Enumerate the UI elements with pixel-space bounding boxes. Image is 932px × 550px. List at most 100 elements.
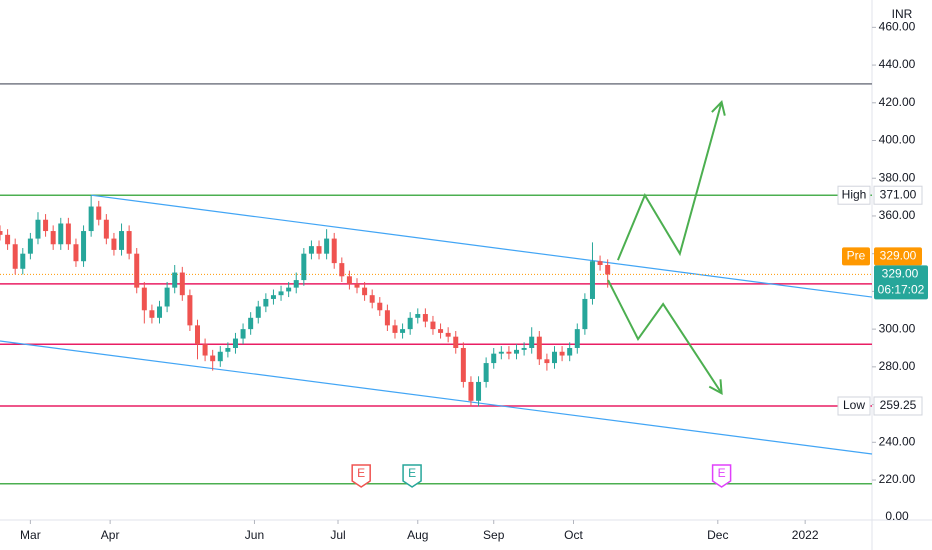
last-price-box [874, 265, 928, 300]
premarket-name: Pre [847, 249, 866, 263]
candle-body [483, 363, 489, 382]
candle-body [248, 317, 254, 330]
axis-bottom-label: 0.00 [885, 509, 909, 523]
x-tick-label: 2022 [792, 528, 819, 542]
candle-body [430, 321, 436, 330]
price-label-name-box [837, 185, 871, 205]
candle-body [589, 261, 595, 299]
candle-body [407, 317, 413, 330]
candle-body [278, 291, 284, 296]
x-tick-label: Sep [483, 528, 505, 542]
candle-body [149, 310, 155, 318]
price-label-name: Low [843, 398, 865, 412]
y-tick-label: 380.00 [879, 170, 916, 184]
y-tick-label: 240.00 [879, 434, 916, 448]
event-label: E [718, 466, 726, 480]
price-label-name-box [837, 396, 871, 416]
candle-body [529, 336, 535, 348]
candle-body [43, 219, 49, 232]
candle-body [210, 355, 216, 362]
candle-body [567, 347, 573, 356]
x-tick-label: Aug [407, 528, 428, 542]
candle-body [179, 272, 185, 296]
event-marker [351, 464, 371, 488]
candle-body [506, 351, 512, 354]
candle-body [293, 280, 299, 288]
candle-body [369, 295, 375, 303]
y-tick-label: 280.00 [879, 359, 916, 373]
candle-body [377, 302, 383, 311]
arrow [607, 279, 723, 394]
candle-body [232, 338, 238, 348]
candle-body [12, 244, 18, 269]
event-marker [711, 464, 732, 488]
x-tick-label: Jul [330, 528, 345, 542]
x-tick-label: Jun [245, 528, 264, 542]
candle-body [119, 231, 125, 250]
candle-body [126, 231, 132, 254]
candle-body [187, 295, 193, 326]
candle-body [225, 347, 231, 352]
candle-body [468, 381, 474, 401]
currency: INR [892, 7, 913, 21]
candle-body [20, 253, 26, 269]
candle-body [384, 310, 390, 326]
arrow-head [708, 379, 723, 395]
candle-body [582, 298, 588, 330]
candle-body [164, 287, 170, 307]
candle-body [339, 263, 345, 277]
candle-body [354, 283, 360, 288]
candle-body [574, 329, 580, 348]
arrow-head [711, 100, 726, 116]
y-tick-label: 440.00 [879, 57, 916, 71]
premarket-name-box [842, 247, 870, 266]
candle-body [172, 272, 178, 288]
candle-body [491, 353, 497, 364]
candle-body [270, 295, 276, 299]
candle-body [559, 351, 565, 356]
candle-body [346, 276, 352, 284]
premarket-value: 329.00 [880, 249, 917, 263]
y-tick-label: 360.00 [879, 208, 916, 222]
candle-body [536, 336, 542, 360]
candle-body [308, 246, 314, 254]
channel-line [0, 340, 873, 455]
price-label-box [873, 185, 923, 205]
price-label-name: High [842, 187, 867, 201]
candle-body [81, 231, 87, 262]
x-tick-label: Dec [707, 528, 728, 542]
price-label-box [873, 396, 923, 416]
candle-body [27, 238, 33, 254]
price-label-value: 259.25 [880, 398, 917, 412]
candle-body [50, 231, 56, 245]
candle-body [202, 344, 208, 356]
candle-body [35, 219, 41, 239]
candle-body [400, 329, 406, 333]
candle-body [217, 351, 223, 362]
candle-body [438, 329, 444, 333]
y-tick-label: 400.00 [879, 133, 916, 147]
candle-body [597, 261, 603, 265]
candle-body [134, 253, 140, 288]
candle-body [514, 349, 520, 354]
candle-body [157, 306, 163, 318]
candle-body [460, 347, 466, 382]
price-label-value: 371.00 [880, 187, 917, 201]
candle-body [0, 231, 3, 235]
x-tick-label: Oct [564, 528, 583, 542]
candle-body [415, 314, 421, 318]
candle-body [316, 246, 322, 254]
candle-body [422, 314, 428, 322]
candle-body [240, 329, 246, 339]
arrow [616, 101, 723, 261]
countdown: 06:17:02 [878, 283, 925, 297]
candle-body [65, 223, 71, 245]
candle-body [301, 253, 307, 281]
candle-body [263, 298, 269, 307]
y-tick-label: 220.00 [879, 472, 916, 486]
y-tick-label: 420.00 [879, 95, 916, 109]
x-tick-label: Apr [101, 528, 120, 542]
candle-body [96, 206, 102, 220]
candle-body [194, 325, 200, 345]
